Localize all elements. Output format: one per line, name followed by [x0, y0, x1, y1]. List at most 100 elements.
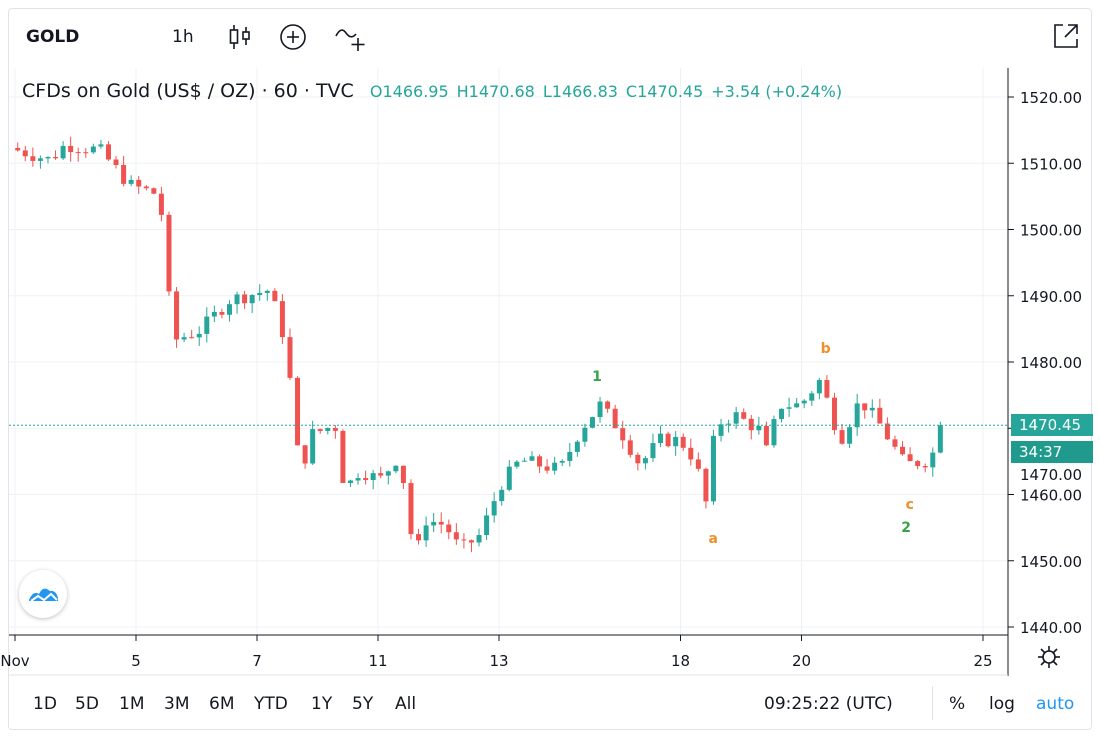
range-1y[interactable]: 1Y	[311, 694, 333, 714]
range-5y[interactable]: 5Y	[352, 694, 374, 714]
range-6m[interactable]: 6M	[209, 694, 235, 714]
candle	[249, 294, 255, 314]
candle-body	[658, 433, 664, 444]
candle	[370, 469, 376, 490]
candle-body	[816, 380, 822, 394]
candle-body	[915, 461, 921, 467]
range-5d[interactable]: 5D	[75, 694, 99, 714]
interval-button[interactable]: 1h	[172, 27, 194, 47]
candle-body	[151, 188, 157, 194]
candle-body	[529, 456, 535, 461]
percent-scale-toggle[interactable]: %	[949, 694, 966, 714]
candle	[431, 512, 437, 533]
candle-body	[922, 466, 928, 468]
tradingview-logo-button[interactable]	[19, 570, 67, 618]
symbol-button[interactable]: GOLD	[26, 27, 80, 47]
log-scale-toggle[interactable]: log	[989, 694, 1015, 714]
candle	[287, 328, 293, 381]
candle-body	[113, 159, 119, 165]
clock-utc[interactable]: 09:25:22 (UTC)	[764, 694, 893, 714]
series-legend: CFDs on Gold (US$ / OZ) · 60 · TVC O1466…	[22, 80, 850, 102]
popout-icon[interactable]	[1051, 21, 1081, 55]
candle	[824, 375, 830, 399]
candle-body	[710, 435, 716, 502]
candle	[597, 397, 603, 423]
candle-body	[831, 397, 837, 431]
candle	[204, 307, 210, 343]
candle-body	[22, 150, 28, 157]
x-tick-label: Nov	[0, 652, 29, 670]
range-ytd[interactable]: YTD	[254, 694, 288, 714]
candle	[438, 512, 444, 534]
range-1d[interactable]: 1D	[33, 694, 57, 714]
candle-body	[824, 380, 830, 398]
candle	[400, 465, 406, 490]
candle	[257, 284, 263, 301]
candle-body	[363, 478, 369, 481]
candle-body	[189, 337, 195, 339]
range-1m[interactable]: 1M	[119, 694, 145, 714]
candle	[423, 516, 429, 547]
candle-body	[438, 521, 444, 525]
candle-body	[801, 400, 807, 404]
candle-body	[937, 425, 943, 453]
candle-body	[416, 534, 422, 541]
candle-body	[597, 401, 603, 418]
candle-body	[491, 501, 497, 516]
x-tick-label: 7	[252, 652, 262, 670]
candle-body	[355, 478, 361, 481]
x-tick-label: 18	[671, 652, 690, 670]
candle	[839, 423, 845, 445]
candle-body	[574, 441, 580, 452]
candle	[741, 408, 747, 420]
candle	[892, 435, 898, 450]
candle	[37, 155, 43, 169]
range-3m[interactable]: 3M	[164, 694, 190, 714]
settings-gear-icon[interactable]	[1036, 644, 1062, 674]
candle-body	[317, 429, 323, 431]
candle	[869, 399, 875, 418]
candle	[53, 150, 59, 160]
range-all[interactable]: All	[395, 694, 417, 714]
candle	[302, 445, 308, 469]
candle	[884, 417, 890, 440]
candle	[325, 427, 331, 435]
candles-icon[interactable]	[227, 22, 253, 56]
candle-body	[809, 393, 815, 401]
candle	[340, 429, 346, 483]
candle-body	[476, 535, 482, 543]
wave-label: 1	[592, 369, 602, 385]
candle-body	[211, 311, 217, 317]
candle	[847, 424, 853, 449]
candle	[151, 187, 157, 195]
low-value: L1466.83	[542, 82, 618, 101]
candle-body	[378, 473, 384, 476]
compare-plus-icon[interactable]	[278, 22, 308, 56]
candle-body	[143, 186, 149, 189]
candle	[877, 398, 883, 424]
candle-body	[665, 433, 671, 447]
candle	[567, 443, 573, 467]
candle-body	[627, 440, 633, 455]
wave-annotations: 1 a b c 2	[592, 341, 914, 547]
candle	[143, 185, 149, 191]
candle-body	[105, 144, 111, 160]
candle	[537, 454, 543, 474]
series-title: CFDs on Gold (US$ / OZ) · 60 · TVC	[22, 80, 354, 102]
candle-body	[673, 436, 679, 447]
indicators-icon[interactable]	[334, 22, 368, 58]
candle-body	[552, 462, 558, 471]
x-tick-label: 13	[489, 652, 508, 670]
auto-scale-toggle[interactable]: auto	[1036, 694, 1075, 714]
candle-body	[620, 428, 626, 441]
candle-body	[869, 407, 875, 411]
candle	[408, 479, 414, 540]
wave-label: c	[906, 497, 914, 513]
candle	[703, 467, 709, 509]
candle-body	[332, 428, 338, 431]
candle-body	[385, 471, 391, 476]
candle-body	[279, 301, 285, 338]
candle-body	[393, 465, 399, 472]
candle-body	[121, 164, 127, 184]
